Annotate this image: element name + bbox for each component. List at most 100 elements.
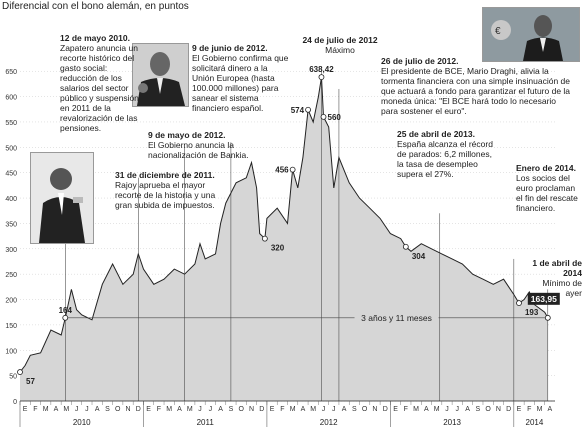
x-tick-label: J xyxy=(75,406,79,413)
x-tick-label: O xyxy=(485,406,491,413)
x-tick-label: A xyxy=(424,406,429,413)
point-label: 304 xyxy=(412,252,426,261)
annotation-body: Mínimo de ayer xyxy=(542,278,582,298)
annotation-jan-2014: Enero de 2014. Los socios del euro procl… xyxy=(516,163,580,213)
year-label: 2012 xyxy=(320,418,338,427)
y-tick-label: 600 xyxy=(5,95,17,102)
annotation-title: 31 de diciembre de 2011. xyxy=(115,170,215,180)
x-tick-label: S xyxy=(352,406,357,413)
annotation-body: El Gobierno confirma que solicitará dine… xyxy=(192,53,289,113)
annotation-body: Rajoy aprueba el mayor recorte de la his… xyxy=(115,180,216,210)
point-marker xyxy=(305,106,311,113)
x-tick-label: E xyxy=(270,406,275,413)
person-silhouette-icon xyxy=(39,168,85,243)
year-label: 2014 xyxy=(526,418,544,427)
x-tick-label: O xyxy=(362,406,368,413)
x-tick-label: N xyxy=(125,406,130,413)
annotation-may-2010: 12 de mayo 2010. Zapatero anuncia un rec… xyxy=(60,33,140,133)
y-tick-label: 300 xyxy=(5,247,17,254)
x-tick-label: M xyxy=(310,406,316,413)
annotation-min-april-2014: 1 de abril de 2014 Mínimo de ayer xyxy=(532,258,582,298)
point-marker xyxy=(544,314,551,321)
x-tick-label: F xyxy=(33,406,37,413)
x-tick-label: E xyxy=(517,406,522,413)
x-tick-label: N xyxy=(249,406,254,413)
point-marker xyxy=(318,74,325,80)
x-tick-label: D xyxy=(383,406,388,413)
y-tick-label: 500 xyxy=(5,145,17,152)
x-tick-label: N xyxy=(372,406,377,413)
point-marker xyxy=(289,166,296,173)
point-marker xyxy=(516,300,522,306)
annotation-title: 12 de mayo 2010. xyxy=(60,33,130,43)
x-tick-label: A xyxy=(177,406,182,413)
x-tick-label: J xyxy=(198,406,202,413)
y-tick-label: 400 xyxy=(5,196,17,203)
point-label: 638,42 xyxy=(309,65,334,74)
point-label: 560 xyxy=(328,113,342,122)
x-tick-label: S xyxy=(476,406,481,413)
annotation-title: 26 de julio de 2012. xyxy=(381,56,459,66)
x-tick-label: M xyxy=(43,406,49,413)
draghi-photo: € xyxy=(482,7,580,62)
x-tick-label: A xyxy=(301,406,306,413)
x-tick-label: M xyxy=(63,406,69,413)
x-tick-label: M xyxy=(434,406,440,413)
y-tick-label: 250 xyxy=(5,272,17,279)
x-tick-label: F xyxy=(404,406,408,413)
annotation-title: 24 de julio de 2012 xyxy=(302,35,378,45)
person-silhouette-icon xyxy=(137,52,185,106)
point-marker xyxy=(402,243,409,250)
x-tick-label: D xyxy=(259,406,264,413)
annotation-rajoy: 31 de diciembre de 2011. Rajoy aprueba e… xyxy=(115,170,225,210)
annotation-max-july-2012: 24 de julio de 2012 Máximo xyxy=(300,35,380,55)
annotation-title: 9 de mayo de 2012. xyxy=(148,130,226,140)
x-tick-label: M xyxy=(537,406,543,413)
point-marker xyxy=(17,369,23,375)
y-tick-label: 550 xyxy=(5,120,17,127)
annotation-june-2012: 9 de junio de 2012. El Gobierno confirma… xyxy=(192,43,292,113)
x-tick-label: J xyxy=(456,406,460,413)
annotation-body: Máximo xyxy=(325,45,355,55)
x-tick-label: S xyxy=(105,406,110,413)
y-tick-label: 50 xyxy=(9,374,17,381)
x-tick-label: E xyxy=(23,406,28,413)
x-tick-label: O xyxy=(115,406,121,413)
y-tick-label: 650 xyxy=(5,69,17,76)
point-label: 193 xyxy=(525,308,539,317)
x-tick-label: A xyxy=(95,406,100,413)
x-tick-label: J xyxy=(322,406,326,413)
x-tick-label: A xyxy=(218,406,223,413)
point-label: 456 xyxy=(275,166,289,175)
x-tick-label: E xyxy=(393,406,398,413)
x-tick-label: A xyxy=(465,406,470,413)
x-tick-label: D xyxy=(136,406,141,413)
span-label: 3 años y 11 meses xyxy=(361,313,432,323)
x-tick-label: D xyxy=(506,406,511,413)
y-tick-label: 200 xyxy=(5,298,17,305)
annotation-body: El Gobierno anuncia la nacionalización d… xyxy=(148,140,249,160)
year-label: 2011 xyxy=(197,418,215,427)
x-tick-label: A xyxy=(54,406,59,413)
annotation-bankia: 9 de mayo de 2012. El Gobierno anuncia l… xyxy=(148,130,273,160)
svg-text:€: € xyxy=(495,26,501,37)
annotation-title: 25 de abril de 2013. xyxy=(397,129,475,139)
annotation-title: 1 de abril de 2014 xyxy=(532,258,582,278)
annotation-unemployment: 25 de abril de 2013. España alcanza el r… xyxy=(397,129,497,179)
point-label: 164 xyxy=(59,306,73,315)
x-tick-label: M xyxy=(290,406,296,413)
x-tick-label: S xyxy=(229,406,234,413)
point-label: 574 xyxy=(291,106,305,115)
y-tick-label: 350 xyxy=(5,221,17,228)
annotation-body: Los socios del euro proclaman el fin del… xyxy=(516,173,578,213)
annotation-body: España alcanza el récord de parados: 6,2… xyxy=(397,139,493,179)
x-tick-label: J xyxy=(209,406,213,413)
point-marker xyxy=(62,314,69,321)
x-tick-label: A xyxy=(342,406,347,413)
x-tick-label: F xyxy=(527,406,531,413)
x-tick-label: F xyxy=(280,406,284,413)
annotation-title: 9 de junio de 2012. xyxy=(192,43,268,53)
annotation-body: Zapatero anuncia un recorte histórico de… xyxy=(60,43,139,133)
x-tick-label: A xyxy=(548,406,553,413)
